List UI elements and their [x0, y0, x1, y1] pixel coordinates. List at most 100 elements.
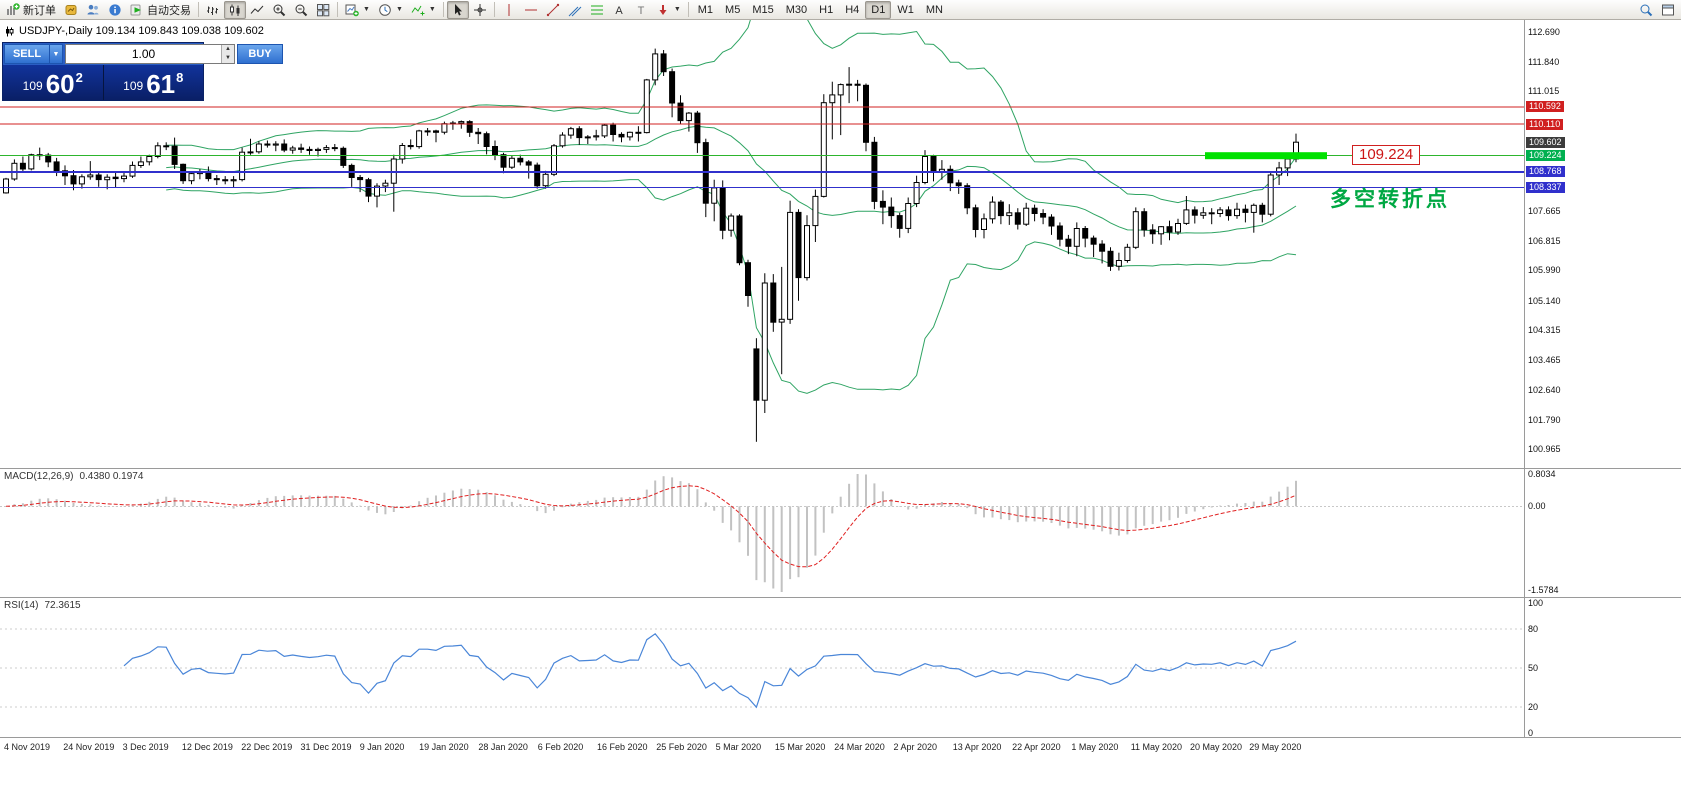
date-label: 2 Apr 2020	[893, 742, 938, 752]
text-button[interactable]: A	[608, 1, 630, 19]
channel-button[interactable]	[564, 1, 586, 19]
toolbar-separator	[337, 2, 338, 17]
cursor-icon	[454, 3, 462, 15]
timeframe-button-m30[interactable]: M30	[785, 3, 808, 16]
line-chart-button[interactable]	[246, 1, 268, 19]
date-label: 11 May 2020	[1130, 742, 1183, 752]
buy-button[interactable]: BUY	[237, 44, 283, 64]
rsi-pane[interactable]	[0, 597, 1524, 737]
date-label: 13 Apr 2020	[952, 742, 1002, 752]
price-tag: 109.224	[1526, 150, 1565, 162]
new-order-button[interactable]: 新订单	[2, 1, 60, 19]
trendline-button[interactable]	[542, 1, 564, 19]
date-label: 29 May 2020	[1249, 742, 1302, 752]
volume-down-button[interactable]: ▼	[222, 54, 234, 63]
timeframe-button-w1[interactable]: W1	[897, 3, 914, 16]
bar-chart-button[interactable]	[202, 1, 224, 19]
date-label: 28 Jan 2020	[478, 742, 528, 752]
macd-pane[interactable]	[0, 468, 1524, 597]
svg-text:T: T	[637, 5, 644, 17]
rsi-scale-label: 0	[1528, 727, 1534, 738]
crosshair-button[interactable]	[469, 1, 491, 19]
support-segment	[1205, 152, 1327, 160]
date-label: 12 Dec 2019	[181, 742, 233, 752]
pane-divider[interactable]	[0, 597, 1681, 598]
tile-windows-icon	[317, 3, 330, 16]
macd-scale-top: 0.8034	[1528, 469, 1556, 479]
sell-price-display[interactable]: 109 60 2	[22, 69, 83, 99]
buy-price-display[interactable]: 109 61 8	[123, 69, 184, 99]
bar-chart-icon	[207, 6, 218, 15]
timeframe-button-d1[interactable]: D1	[865, 0, 892, 19]
price-divider	[102, 65, 104, 100]
date-label: 22 Apr 2020	[1012, 742, 1061, 752]
vertical-line-button[interactable]	[498, 1, 520, 19]
volume-box: ▲ ▼	[65, 44, 235, 64]
timeframe-button-h1[interactable]: H1	[819, 3, 834, 16]
periods-button[interactable]: ▼	[374, 1, 407, 19]
date-label: 22 Dec 2019	[241, 742, 293, 752]
autotrade-label: 自动交易	[147, 4, 191, 17]
tile-windows-button[interactable]	[312, 1, 334, 19]
fibonacci-button[interactable]	[586, 1, 608, 19]
date-label: 9 Jan 2020	[359, 742, 405, 752]
zoom-in-button[interactable]	[268, 1, 290, 19]
date-label: 24 Nov 2019	[63, 742, 115, 752]
timeframe-group: M1 M5 M15 M30 H1 H4 D1 W1 MN	[692, 0, 949, 19]
price-tag: 108.337	[1526, 181, 1565, 193]
price-tag: 110.592	[1526, 101, 1564, 113]
price-tick: 102.640	[1528, 384, 1561, 395]
price-scale-divider[interactable]	[1524, 20, 1525, 737]
panels-icon	[1662, 4, 1674, 15]
toolbar-separator	[442, 2, 444, 17]
date-label: 15 Mar 2020	[774, 742, 826, 752]
chevron-down-icon: ▼	[395, 6, 403, 13]
price-scale[interactable]: 0.8034 0.00 -1.5784 112.690 111.840 111.01…	[1525, 0, 1681, 807]
arrow-marker-icon	[659, 4, 667, 15]
sell-options-caret[interactable]: ▼	[50, 44, 63, 64]
indicators-button[interactable]: ▼	[407, 1, 440, 19]
rsi-scale-label: 100	[1528, 597, 1544, 608]
text-label-button[interactable]: T	[630, 1, 652, 19]
price-chart[interactable]	[0, 20, 1524, 468]
fibonacci-icon	[590, 5, 603, 14]
rsi-scale-label: 20	[1528, 701, 1539, 712]
market-button[interactable]	[60, 1, 82, 19]
candle-chart-button[interactable]	[224, 0, 246, 19]
price-tick: 105.140	[1528, 295, 1561, 306]
timeframe-button-m15[interactable]: M15	[752, 3, 774, 16]
timeframe-button-mn[interactable]: MN	[925, 3, 943, 16]
timeframe-button-h4[interactable]: H4	[845, 3, 860, 16]
search-icon	[1640, 4, 1653, 16]
date-label: 6 Feb 2020	[537, 742, 584, 752]
timeframe-button-m5[interactable]: M5	[725, 3, 741, 16]
price-tick: 111.840	[1528, 57, 1560, 67]
price-tick: 104.315	[1528, 325, 1561, 335]
date-label: 19 Jan 2020	[419, 742, 469, 752]
channel-icon	[568, 6, 582, 16]
sell-button[interactable]: SELL	[4, 44, 50, 64]
horizontal-line-button[interactable]	[520, 1, 542, 19]
search-button[interactable]	[1635, 1, 1657, 19]
new-chart-button[interactable]: ▼	[341, 1, 374, 19]
volume-up-button[interactable]: ▲	[222, 45, 234, 54]
volume-input[interactable]	[66, 45, 221, 63]
arrows-button[interactable]: ▼	[652, 1, 685, 19]
text-icon: A	[615, 5, 623, 17]
timeframe-button-m1[interactable]: M1	[697, 3, 714, 16]
label-icon: T	[637, 5, 644, 17]
price-tick: 103.465	[1528, 355, 1561, 366]
autotrade-button[interactable]: 自动交易	[126, 1, 195, 19]
profiles-button[interactable]	[82, 1, 104, 19]
main-toolbar: 新订单 自动交易	[0, 0, 1681, 20]
panels-button[interactable]	[1657, 1, 1679, 19]
volume-spinner: ▲ ▼	[221, 45, 234, 63]
users-icon	[87, 4, 99, 14]
zoom-out-button[interactable]	[290, 1, 312, 19]
info-button[interactable]	[104, 1, 126, 19]
candle-chart-icon	[230, 4, 240, 16]
cursor-button[interactable]	[446, 0, 469, 19]
chevron-down-icon: ▼	[363, 6, 370, 13]
pane-divider[interactable]	[0, 468, 1681, 469]
price-annotation[interactable]: 109.224	[1352, 145, 1421, 165]
